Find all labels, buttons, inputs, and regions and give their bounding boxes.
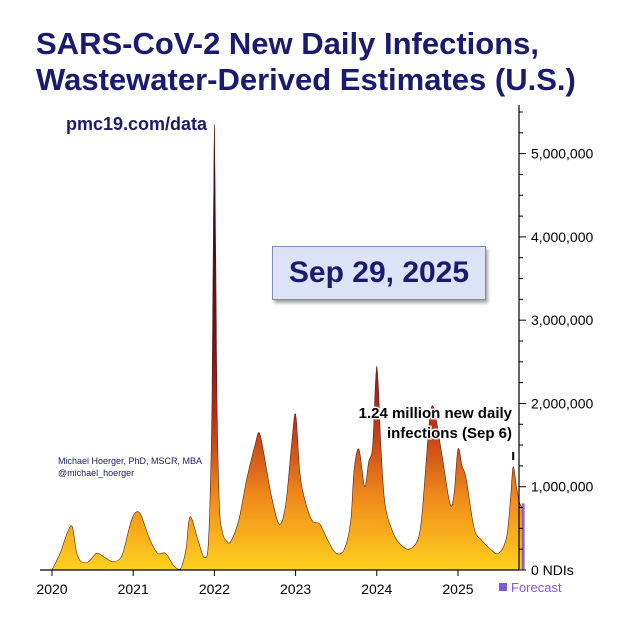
credit-line: @michael_hoerger: [58, 468, 134, 478]
y-tick-label: 5,000,000: [531, 146, 593, 162]
legend-forecast-swatch: [499, 583, 507, 591]
x-tick-label: 2025: [442, 581, 473, 597]
x-tick-label: 2022: [199, 581, 230, 597]
y-tick-label: 2,000,000: [531, 395, 593, 411]
legend-forecast-label: Forecast: [511, 580, 562, 595]
chart-title-line-1: SARS-CoV-2 New Daily Infections,: [36, 26, 539, 61]
chart-title: SARS-CoV-2 New Daily Infections, Wastewa…: [36, 26, 636, 98]
y-tick-label: 0 NDIs: [531, 562, 574, 578]
x-tick-label: 2021: [118, 581, 149, 597]
annotation-text: infections (Sep 6): [387, 425, 512, 442]
date-stamp: Sep 29, 2025: [272, 246, 486, 300]
chart-title-line-2: Wastewater-Derived Estimates (U.S.): [36, 62, 576, 97]
annotation-text: 1.24 million new daily: [359, 405, 513, 422]
y-tick-label: 3,000,000: [531, 312, 593, 328]
x-tick-label: 2024: [361, 581, 392, 597]
source-label: pmc19.com/data: [66, 114, 208, 134]
y-tick-label: 1,000,000: [531, 479, 593, 495]
y-tick-label: 4,000,000: [531, 229, 593, 245]
x-tick-label: 2020: [36, 581, 67, 597]
series-area: [51, 124, 524, 571]
x-tick-label: 2023: [280, 581, 311, 597]
credit-line: Michael Hoerger, PhD, MSCR, MBA: [58, 456, 202, 466]
forecast-bar: [521, 503, 525, 570]
